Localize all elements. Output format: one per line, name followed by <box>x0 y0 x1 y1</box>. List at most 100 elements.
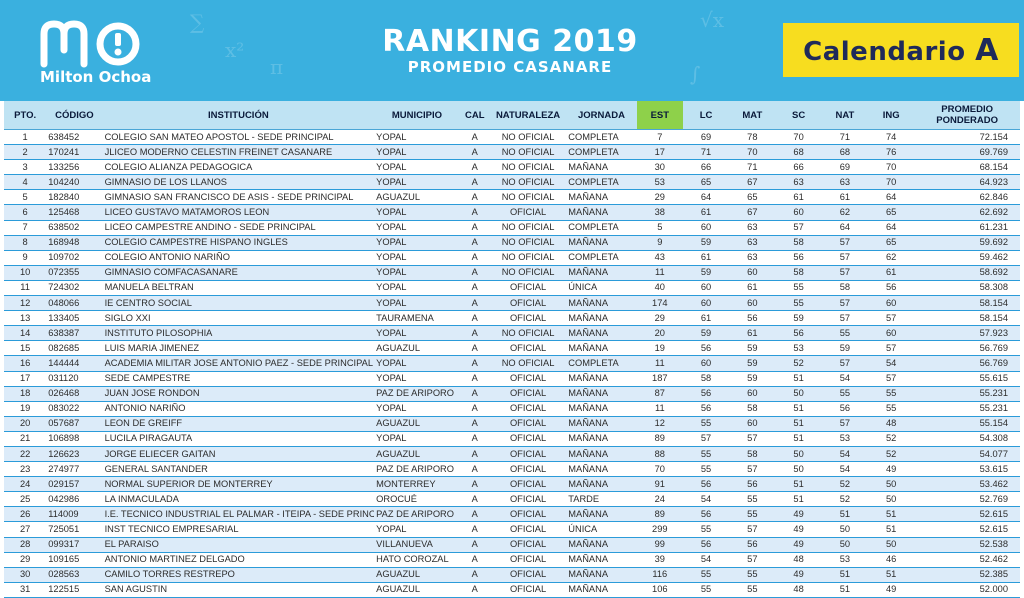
table-cell: A <box>459 204 490 221</box>
table-cell: 68 <box>821 144 868 161</box>
table-cell: 57 <box>729 461 776 478</box>
table-cell: 64 <box>868 189 915 206</box>
table-cell: 61 <box>821 189 868 206</box>
table-cell: AGUAZUL <box>374 582 460 598</box>
table-cell: 38 <box>636 204 683 221</box>
table-cell: 65 <box>729 189 776 206</box>
table-cell: 6 <box>4 204 47 221</box>
table-cell: 51 <box>821 567 868 583</box>
table-cell: OROCUÉ <box>374 491 460 508</box>
table-cell: A <box>459 265 490 281</box>
table-cell: 68 <box>775 144 822 161</box>
table-body: 1 638452 COLEGIO SAN MATEO APOSTOL - SEDE … <box>4 129 1020 598</box>
table-cell: 43 <box>636 250 683 266</box>
table-cell: 58 <box>775 265 822 281</box>
table-cell: 116 <box>636 567 683 583</box>
table-cell: 60 <box>729 265 776 281</box>
table-cell: TAURAMENA <box>374 310 460 327</box>
column-header: PTO. <box>4 101 47 130</box>
table-cell: PAZ DE ARIPORO <box>374 461 460 478</box>
table-cell: OFICIAL <box>489 506 567 523</box>
table-cell: SAN AGUSTIN <box>102 582 375 598</box>
table-cell: A <box>459 220 490 236</box>
table-cell: MAÑANA <box>566 265 637 281</box>
table-cell: 59 <box>729 355 776 372</box>
table-cell: 28 <box>4 537 47 553</box>
table-cell: 51 <box>775 416 822 432</box>
table-cell: 7 <box>4 220 47 236</box>
calendar-label-text: Calendario <box>803 36 966 67</box>
table-cell: 54 <box>682 552 730 568</box>
table-cell: A <box>459 582 490 598</box>
table-cell: YOPAL <box>374 280 460 297</box>
table-cell: 52.769 <box>914 491 1020 508</box>
table-cell: A <box>459 295 490 312</box>
table-cell: 62 <box>868 250 915 266</box>
table-cell: 87 <box>636 386 683 402</box>
table-cell: 53 <box>775 340 822 357</box>
table-cell: 57 <box>821 310 868 327</box>
table-cell: 10 <box>4 265 47 281</box>
table-cell: 49 <box>868 582 915 598</box>
table-cell: 40 <box>636 280 683 297</box>
table-cell: A <box>459 537 490 553</box>
table-row: 16 144444 ACADEMIA MILITAR JOSE ANTONIO PA… <box>4 355 1020 372</box>
calendar-letter: A <box>975 32 999 68</box>
table-cell: 74 <box>868 129 915 146</box>
table-cell: LUIS MARIA JIMENEZ <box>102 340 375 357</box>
table-cell: 14 <box>4 325 47 342</box>
table-cell: 61 <box>682 250 730 266</box>
table-cell: MAÑANA <box>566 461 637 478</box>
table-cell: 20 <box>4 416 47 432</box>
table-cell: 65 <box>868 204 915 221</box>
table-cell: 133405 <box>46 310 103 327</box>
table-cell: 52.000 <box>914 582 1020 598</box>
table-cell: 48 <box>775 582 822 598</box>
table-cell: 61 <box>682 310 730 327</box>
table-cell: 64 <box>821 220 868 236</box>
table-cell: 028563 <box>46 567 103 583</box>
table-row: 11 724302 MANUELA BELTRAN YOPAL A OFICIAL ÚNIC… <box>4 280 1020 297</box>
table-cell: AGUAZUL <box>374 340 460 357</box>
table-row: 20 057687 LEON DE GREIFF AGUAZUL A OFICIAL MAÑ… <box>4 416 1020 432</box>
table-cell: A <box>459 340 490 357</box>
table-cell: 17 <box>636 144 683 161</box>
table-cell: 63 <box>729 235 776 251</box>
table-cell: 56 <box>682 340 730 357</box>
table-cell: 56 <box>868 280 915 297</box>
table-cell: 50 <box>868 491 915 508</box>
table-cell: 56 <box>682 386 730 402</box>
table-cell: JLICEO MODERNO CELESTIN FREINET CASANARE <box>102 144 375 161</box>
table-cell: 55 <box>729 506 776 523</box>
table-cell: MAÑANA <box>566 386 637 402</box>
table-cell: OFICIAL <box>489 552 567 568</box>
table-cell: YOPAL <box>374 204 460 221</box>
table-cell: 55 <box>821 325 868 342</box>
table-cell: 60 <box>682 280 730 297</box>
table-cell: COLEGIO ANTONIO NARIÑO <box>102 250 375 266</box>
table-cell: YOPAL <box>374 325 460 342</box>
table-cell: 299 <box>636 521 683 538</box>
table-cell: 68.154 <box>914 159 1020 176</box>
table-cell: 88 <box>636 446 683 463</box>
table-cell: 60 <box>682 220 730 236</box>
table-cell: A <box>459 144 490 161</box>
table-cell: NO OFICIAL <box>489 250 567 266</box>
table-row: 8 168948 COLEGIO CAMPESTRE HISPANO INGLES Y… <box>4 235 1020 251</box>
table-cell: MAÑANA <box>566 371 637 387</box>
table-cell: NO OFICIAL <box>489 159 567 176</box>
table-cell: 59.462 <box>914 250 1020 266</box>
table-cell: 54 <box>821 446 868 463</box>
table-cell: PAZ DE ARIPORO <box>374 386 460 402</box>
table-cell: 60 <box>682 355 730 372</box>
table-cell: 29 <box>636 310 683 327</box>
table-cell: 53 <box>821 552 868 568</box>
table-cell: 1 <box>4 129 47 146</box>
table-cell: 60 <box>868 325 915 342</box>
table-row: 29 109165 ANTONIO MARTINEZ DELGADO HATO COR… <box>4 552 1020 568</box>
page-title: RANKING 2019 <box>382 24 638 59</box>
table-cell: 46 <box>868 552 915 568</box>
table-cell: EL PARAISO <box>102 537 375 553</box>
table-cell: 274977 <box>46 461 103 478</box>
table-cell: AGUAZUL <box>374 416 460 432</box>
